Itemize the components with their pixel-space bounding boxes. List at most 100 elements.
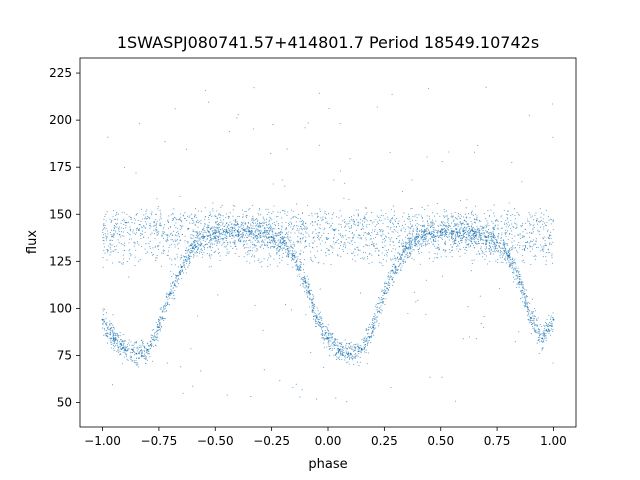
scatter-point: [416, 232, 418, 235]
scatter-point: [113, 347, 115, 350]
scatter-point: [344, 339, 346, 341]
scatter-point: [545, 321, 547, 323]
scatter-point: [251, 229, 253, 231]
scatter-point: [272, 246, 274, 248]
scatter-point: [366, 329, 368, 331]
scatter-point: [363, 228, 365, 230]
scatter-point: [355, 355, 357, 357]
scatter-point: [142, 341, 144, 343]
scatter-point: [543, 339, 545, 341]
scatter-point: [238, 240, 240, 242]
scatter-point: [196, 240, 198, 242]
scatter-point: [324, 330, 326, 332]
scatter-point: [497, 227, 499, 229]
scatter-point: [517, 213, 519, 215]
scatter-point: [280, 228, 283, 230]
scatter-point: [472, 233, 474, 235]
scatter-point: [431, 224, 433, 226]
scatter-point: [348, 353, 350, 355]
scatter-point: [512, 244, 514, 247]
scatter-point: [381, 289, 383, 291]
scatter-point: [511, 248, 513, 250]
scatter-point: [287, 246, 289, 248]
scatter-point: [415, 238, 417, 240]
scatter-point: [398, 264, 400, 266]
scatter-point: [186, 219, 188, 221]
scatter-point: [488, 248, 490, 250]
scatter-point: [420, 234, 422, 236]
scatter-point: [258, 223, 261, 225]
scatter-point: [177, 277, 179, 279]
scatter-point: [488, 232, 490, 234]
scatter-point: [172, 287, 174, 289]
scatter-point: [140, 232, 142, 234]
scatter-point: [269, 216, 271, 218]
scatter-point: [232, 209, 234, 211]
scatter-point: [195, 252, 197, 254]
scatter-point: [129, 226, 131, 228]
scatter-point: [229, 231, 231, 233]
scatter-point: [542, 340, 544, 342]
scatter-point: [511, 258, 513, 260]
scatter-point: [415, 243, 417, 245]
scatter-point: [123, 212, 125, 214]
scatter-point: [545, 264, 547, 266]
scatter-point: [143, 225, 145, 227]
scatter-point: [161, 319, 163, 321]
scatter-point: [296, 240, 298, 242]
scatter-point: [470, 270, 472, 272]
scatter-point: [423, 237, 425, 239]
scatter-point: [137, 366, 139, 368]
scatter-point: [512, 225, 514, 227]
scatter-point: [280, 241, 282, 243]
scatter-point: [417, 240, 420, 242]
scatter-point: [461, 239, 463, 241]
scatter-point: [379, 231, 381, 233]
scatter-point: [246, 243, 248, 245]
scatter-point: [467, 235, 469, 237]
scatter-point: [157, 231, 159, 233]
scatter-point: [533, 226, 535, 229]
scatter-point: [276, 244, 278, 246]
scatter-point: [501, 234, 503, 236]
scatter-point: [245, 247, 247, 249]
scatter-point: [291, 250, 293, 252]
scatter-point: [121, 363, 123, 365]
scatter-point: [384, 239, 387, 241]
scatter-point: [193, 216, 196, 218]
scatter-point: [176, 231, 178, 234]
scatter-point: [493, 228, 495, 231]
scatter-point: [169, 283, 171, 285]
scatter-point: [204, 89, 206, 92]
scatter-point: [269, 239, 271, 241]
scatter-point: [368, 224, 370, 226]
scatter-point: [247, 234, 249, 236]
scatter-point: [507, 251, 510, 253]
scatter-point: [531, 241, 533, 243]
scatter-point: [474, 230, 476, 233]
scatter-point: [521, 248, 523, 251]
scatter-point: [547, 324, 549, 326]
scatter-point: [290, 245, 292, 247]
scatter-point: [163, 306, 165, 309]
scatter-point: [118, 346, 120, 348]
scatter-point: [200, 251, 203, 253]
scatter-point: [106, 322, 108, 324]
scatter-point: [295, 221, 297, 223]
scatter-point: [411, 208, 413, 210]
scatter-point: [332, 342, 334, 344]
scatter-point: [378, 323, 380, 325]
scatter-point: [341, 349, 343, 351]
scatter-point: [321, 317, 323, 319]
scatter-point: [261, 243, 263, 246]
scatter-point: [156, 325, 158, 327]
scatter-point: [176, 256, 179, 258]
scatter-point: [385, 235, 387, 237]
scatter-point: [371, 261, 373, 263]
scatter-point: [252, 215, 254, 217]
scatter-point: [137, 229, 139, 231]
scatter-point: [460, 199, 462, 202]
scatter-point: [530, 232, 532, 234]
scatter-point: [349, 356, 351, 358]
